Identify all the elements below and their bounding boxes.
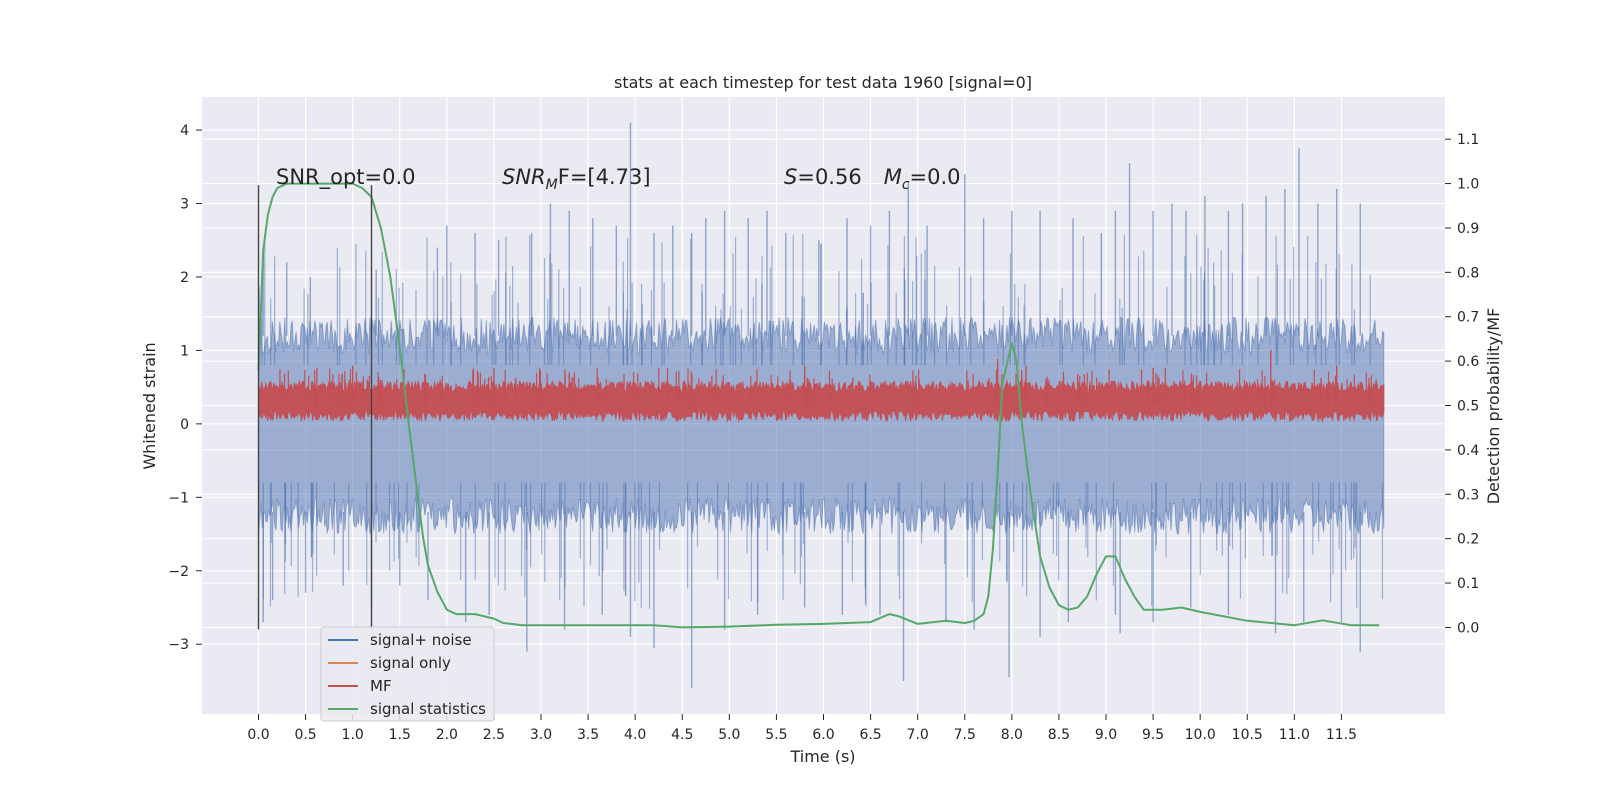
x-tick-label: 3.5 [577,727,599,743]
x-tick-label: 5.0 [718,727,740,743]
legend-label-signal-only: signal only [370,654,451,672]
x-axis-ticks: 0.0 0.5 1.0 1.5 2.0 2.5 3.0 3.5 4.0 4.5 5.0 5.5 6.0 6… [247,714,1357,743]
x-tick-label: 10.5 [1232,727,1263,743]
y-tick-label: 4 [180,123,189,139]
mf-series [258,350,1385,423]
snr-mf-prefix: SNR [502,165,546,189]
x-tick-label: 10.0 [1185,727,1216,743]
mc-value: =0.0 [910,165,961,189]
y2-tick-label: 0.2 [1457,532,1479,548]
y2-tick-label: 0.6 [1457,354,1479,370]
y-tick-label: 0 [180,417,189,433]
chart-title: stats at each timestep for test data 196… [614,73,1032,92]
y2-tick-label: 0.0 [1457,620,1479,636]
y-axis-label: Whitened strain [140,342,159,469]
snr-mf-subscript: M [546,177,558,193]
x-tick-label: 0.5 [294,727,316,743]
y-tick-label: 1 [180,343,189,359]
y2-tick-label: 0.8 [1457,265,1479,281]
y-axis-ticks: 4 3 2 1 0 −1 −2 −3 [168,123,202,653]
legend: signal+ noise signal only MF signal stat… [320,626,495,722]
y2-tick-label: 0.4 [1457,443,1479,459]
y2-tick-label: 0.1 [1457,576,1479,592]
snr-opt-annotation: SNR_opt=0.0 [276,165,416,190]
series-layer [257,122,1385,689]
x-tick-label: 4.5 [671,727,693,743]
y2-axis-ticks: 1.1 1.0 0.9 0.8 0.7 0.6 0.5 0.4 0.3 0.2 0.1 0.0 [1445,132,1479,636]
mc-symbol: M [884,165,902,189]
legend-box [320,626,495,722]
y2-axis-label: Detection probability/MF [1484,308,1503,505]
legend-label-signal-statistics: signal statistics [370,700,486,718]
x-tick-label: 4.0 [624,727,646,743]
x-tick-label: 6.5 [859,727,881,743]
x-tick-label: 1.0 [342,727,364,743]
y-tick-label: −3 [168,637,189,653]
y2-tick-label: 0.7 [1457,310,1479,326]
y2-tick-label: 1.1 [1457,132,1479,148]
x-tick-label: 8.0 [1001,727,1023,743]
y-tick-label: 3 [180,197,189,213]
x-tick-label: 9.5 [1142,727,1164,743]
y2-tick-label: 0.9 [1457,221,1479,237]
s-mc-annotation: S=0.56 Mc=0.0 [784,165,961,193]
y-tick-label: 2 [180,270,189,286]
s-symbol: S [784,165,797,189]
x-tick-label: 6.0 [812,727,834,743]
x-tick-label: 8.5 [1048,727,1070,743]
y2-tick-label: 0.5 [1457,399,1479,415]
vertical-markers [257,185,373,630]
snr-mf-annotation: SNRMF=[4.73] [502,165,651,193]
y-tick-label: −1 [168,490,189,506]
x-tick-label: 0.0 [247,727,269,743]
x-tick-label: 11.0 [1279,727,1310,743]
y2-tick-label: 0.3 [1457,487,1479,503]
snr-mf-suffix: F=[4.73] [558,165,651,189]
x-tick-label: 5.5 [765,727,787,743]
x-tick-label: 9.0 [1095,727,1117,743]
x-tick-label: 2.0 [436,727,458,743]
x-tick-label: 1.5 [389,727,411,743]
y-tick-label: −2 [168,564,189,580]
legend-label-mf: MF [370,677,392,695]
y2-tick-label: 1.0 [1457,177,1479,193]
x-tick-label: 3.0 [530,727,552,743]
x-tick-label: 11.5 [1326,727,1357,743]
x-tick-label: 2.5 [483,727,505,743]
mc-subscript: c [902,177,910,193]
x-tick-label: 7.0 [907,727,929,743]
legend-label-signal-noise: signal+ noise [370,631,472,649]
x-axis-label: Time (s) [789,747,855,766]
s-value: =0.56 [797,165,861,189]
x-tick-label: 7.5 [954,727,976,743]
signal-statistics-line [257,182,1380,629]
